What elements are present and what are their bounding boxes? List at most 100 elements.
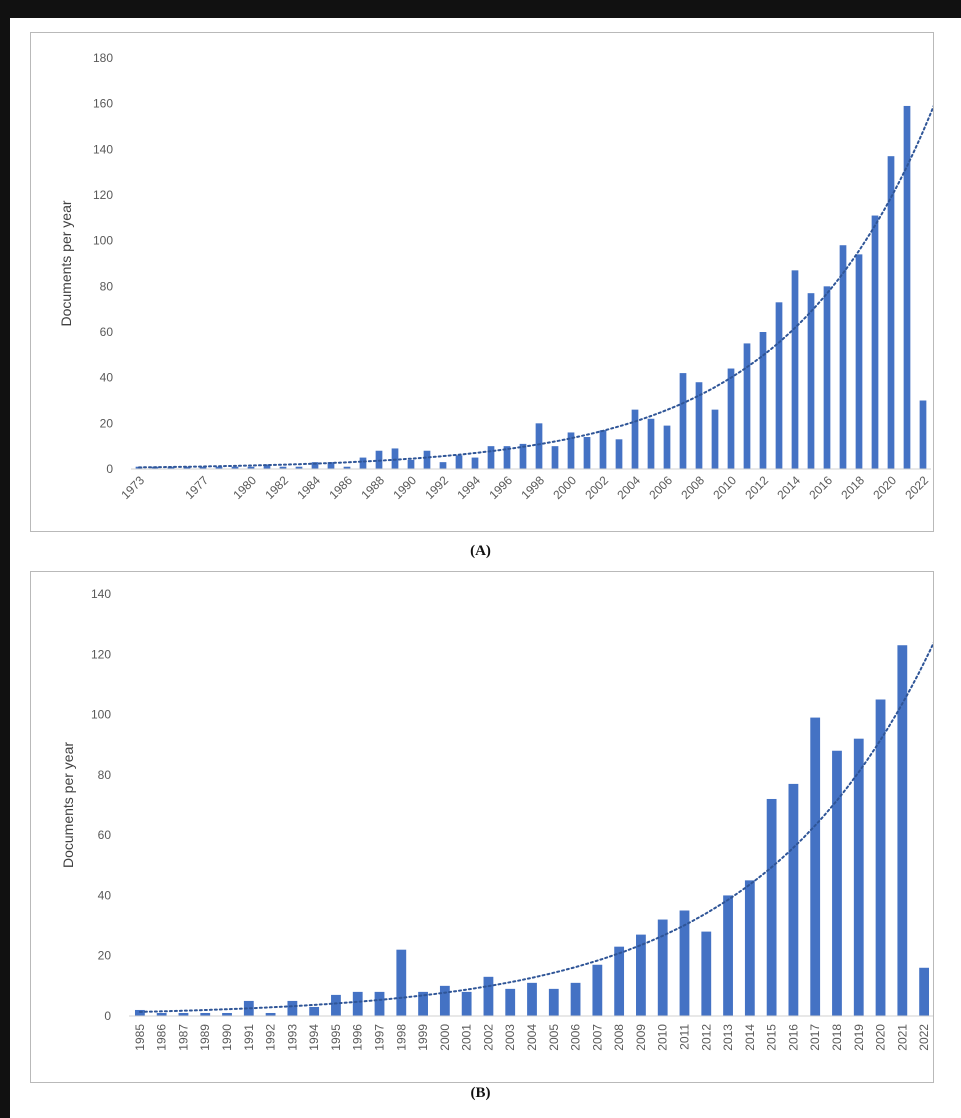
chart-1-x-tick-label: 1989 <box>198 1024 212 1051</box>
chart-0-bar <box>551 446 559 469</box>
chart-1-y-tick-label: 120 <box>91 647 111 661</box>
chart-b-svg: 0 20 40 60 80 100 120 140 Documents per year 1985… <box>60 587 933 1051</box>
chart-1-x-tick-label: 2021 <box>895 1024 909 1051</box>
chart-0-x-tick-label: 1980 <box>230 473 259 502</box>
chart-0-x-tick-label: 1977 <box>182 473 211 502</box>
chart-0-bar <box>583 437 591 469</box>
chart-1-x-tick-label: 1994 <box>307 1024 321 1051</box>
chart-0-bar <box>455 455 463 469</box>
chart-1-bar <box>396 949 407 1016</box>
chart-1-x-tick-label: 2020 <box>874 1024 888 1051</box>
chart-1-bar <box>439 985 450 1016</box>
chart-0-bar <box>647 418 655 469</box>
chart-0-bar <box>471 457 479 469</box>
chart-1-x-tick-label: 1999 <box>416 1024 430 1051</box>
chart-1-bar <box>287 1000 298 1016</box>
chart-0-bar <box>711 409 719 469</box>
chart-1-x-tick-label: 1992 <box>264 1024 278 1051</box>
chart-0-x-tick-label: 2002 <box>582 473 611 502</box>
chart-1-bar <box>679 910 690 1016</box>
chart-1-x-tick-label: 2019 <box>852 1024 866 1051</box>
chart-0-bar <box>567 432 575 469</box>
chart-0-bar <box>919 400 927 469</box>
chart-0-bar <box>439 462 447 469</box>
chart-1-y-axis-label: Documents per year <box>60 742 76 868</box>
caption-a: (A) <box>470 543 491 559</box>
chart-1-bar <box>853 738 864 1016</box>
chart-0-bar <box>535 423 543 469</box>
chart-0-x-tick-label: 2008 <box>678 473 707 502</box>
chart-1-bar <box>352 991 363 1016</box>
chart-0-y-tick-label: 40 <box>100 371 114 385</box>
chart-0-y-tick-label: 60 <box>100 325 114 339</box>
chart-0-y-tick-label: 0 <box>106 462 113 476</box>
chart-0-x-tick-label: 1994 <box>454 473 483 502</box>
chart-0-x-tick-label: 1988 <box>358 473 387 502</box>
chart-1-bar <box>331 994 341 1016</box>
chart-0-y-tick-label: 160 <box>93 97 113 111</box>
chart-0-bar <box>503 446 511 469</box>
chart-0-y-tick-label: 120 <box>93 188 113 202</box>
chart-1-bar <box>592 964 603 1016</box>
chart-0-y-tick-label: 20 <box>100 416 114 430</box>
chart-1-bar <box>200 1012 211 1016</box>
chart-1-bar <box>309 1006 320 1016</box>
chart-0-x-tick-label: 1986 <box>326 473 355 502</box>
chart-0-x-tick-label: 1973 <box>118 473 147 502</box>
chart-1-x-tick-label: 1996 <box>351 1024 365 1051</box>
chart-0-x-tick-label: 1984 <box>294 473 323 502</box>
chart-0-bar <box>663 425 671 469</box>
chart-0-bar <box>615 439 623 469</box>
chart-1-x-tick-label: 2014 <box>743 1024 757 1051</box>
chart-0-x-tick-label: 1990 <box>390 473 419 502</box>
chart-1-x-tick-label: 2004 <box>525 1024 539 1051</box>
chart-1-bar <box>897 645 908 1016</box>
chart-1-x-tick-label: 2000 <box>438 1024 452 1051</box>
chart-0-bar <box>407 459 415 469</box>
chart-0-y-tick-label: 100 <box>93 234 113 248</box>
chart-1-x-tick-label: 1998 <box>394 1024 408 1051</box>
chart-1-bar <box>483 976 494 1016</box>
chart-1-x-tick-label: 2017 <box>808 1024 822 1051</box>
chart-0-bar <box>263 464 271 469</box>
chart-1-bar <box>156 1012 167 1016</box>
chart-0-x-tick-label: 2016 <box>806 473 835 502</box>
chart-0-bar <box>727 368 735 469</box>
chart-1-x-tick-label: 2006 <box>569 1024 583 1051</box>
chart-1-bar <box>418 991 428 1016</box>
chart-0-x-tick-label: 2006 <box>646 473 675 502</box>
chart-0-x-tick-label: 2022 <box>902 473 931 502</box>
chart-0-bar <box>871 215 879 469</box>
chart-1-x-tick-label: 2009 <box>634 1024 648 1051</box>
chart-0-bar <box>791 270 799 469</box>
chart-1-y-tick-label: 100 <box>91 708 111 722</box>
chart-0-x-tick-label: 1982 <box>262 473 291 502</box>
chart-0-bar <box>823 286 831 469</box>
chart-1-y-tick-label: 80 <box>98 768 112 782</box>
chart-1-x-tick-label: 2005 <box>547 1024 561 1051</box>
chart-1-bar <box>919 967 930 1016</box>
chart-1-bar <box>723 895 733 1016</box>
chart-0-bar <box>631 409 639 469</box>
chart-0-bar <box>839 245 847 469</box>
chart-1-bar <box>875 699 886 1016</box>
chart-0-x-tick-label: 2014 <box>774 473 803 502</box>
chart-1-x-tick-label: 2001 <box>460 1024 474 1051</box>
chart-1-y-tick-label: 140 <box>91 587 111 601</box>
chart-0-y-axis-label: Documents per year <box>58 200 74 326</box>
chart-0-bar <box>359 457 367 469</box>
chart-1-x-tick-label: 1986 <box>155 1024 169 1051</box>
chart-1-x-tick-label: 2015 <box>765 1024 779 1051</box>
chart-0-bar <box>295 466 303 469</box>
chart-0-bar <box>231 466 239 469</box>
chart-0-y-tick-label: 180 <box>93 51 113 65</box>
chart-1-y-tick-label: 40 <box>98 888 112 902</box>
chart-0-bar <box>887 156 895 469</box>
chart-1-x-tick-label: 2016 <box>786 1024 800 1051</box>
chart-1-bar <box>178 1012 189 1016</box>
chart-1-bar <box>265 1012 276 1016</box>
chart-1-trendline <box>138 641 933 1013</box>
chart-0-bar <box>311 462 319 469</box>
chart-1-bar <box>548 988 559 1016</box>
chart-1-x-tick-label: 1995 <box>329 1024 343 1051</box>
